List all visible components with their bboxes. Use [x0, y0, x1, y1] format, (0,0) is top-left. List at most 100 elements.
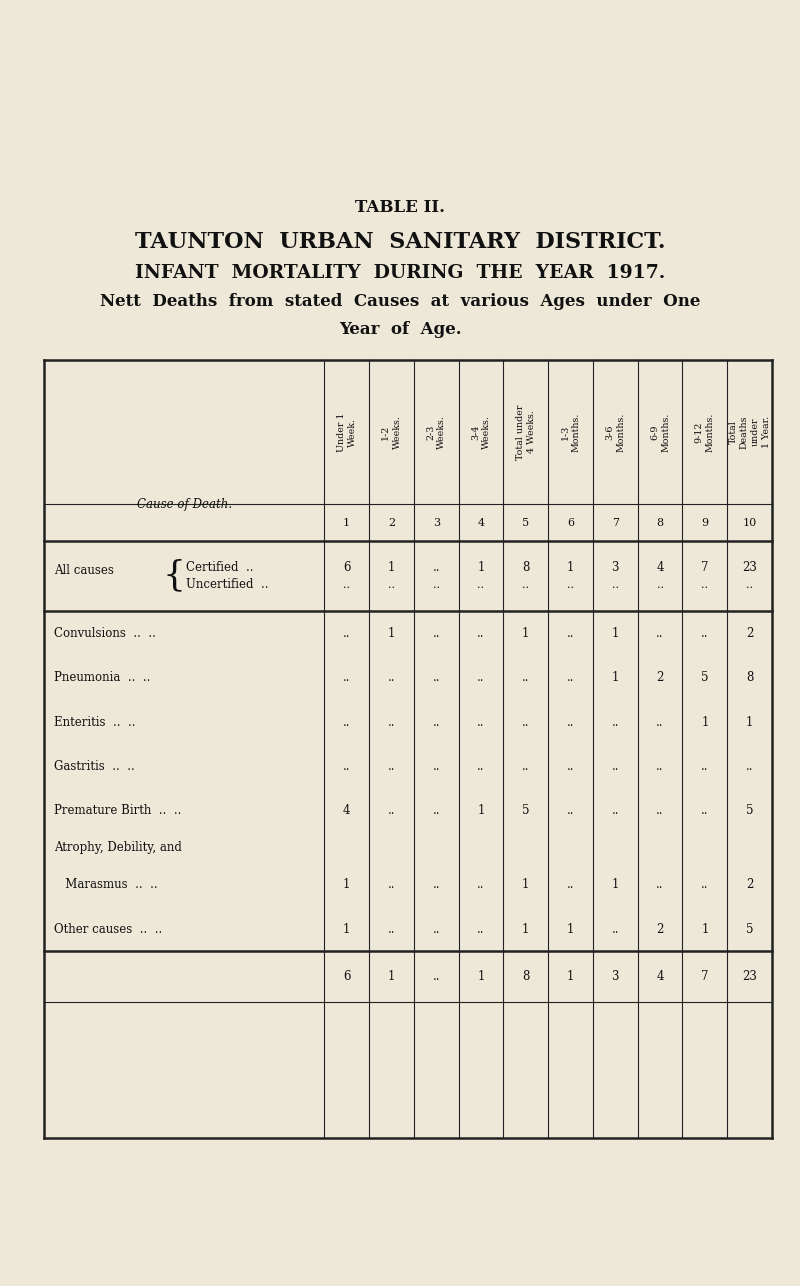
Text: 1: 1	[522, 628, 530, 640]
Text: 7: 7	[612, 518, 618, 527]
Text: ..: ..	[611, 716, 619, 729]
Text: ..: ..	[478, 716, 485, 729]
Text: ..: ..	[656, 760, 664, 773]
Text: ..: ..	[433, 716, 440, 729]
Text: ..: ..	[388, 580, 395, 590]
Text: 9: 9	[702, 518, 709, 527]
Text: ..: ..	[478, 878, 485, 891]
Text: ..: ..	[388, 923, 395, 936]
Text: 5: 5	[701, 671, 709, 684]
Text: 6: 6	[343, 562, 350, 575]
Text: ..: ..	[478, 671, 485, 684]
Text: ..: ..	[701, 760, 709, 773]
Text: INFANT  MORTALITY  DURING  THE  YEAR  1917.: INFANT MORTALITY DURING THE YEAR 1917.	[135, 264, 665, 282]
Text: 5: 5	[746, 923, 754, 936]
Text: 1: 1	[478, 562, 485, 575]
Text: ..: ..	[388, 671, 395, 684]
Text: 1: 1	[343, 878, 350, 891]
Text: ..: ..	[566, 878, 574, 891]
Text: ..: ..	[656, 805, 664, 818]
Text: 2: 2	[746, 878, 754, 891]
Text: 2: 2	[656, 671, 664, 684]
Text: {: {	[162, 558, 186, 592]
Text: Nett  Deaths  from  stated  Causes  at  various  Ages  under  One: Nett Deaths from stated Causes at variou…	[100, 293, 700, 310]
Text: 1-3
Months.: 1-3 Months.	[561, 413, 581, 451]
Text: 5: 5	[522, 805, 530, 818]
Text: 7: 7	[701, 562, 709, 575]
Text: ..: ..	[478, 923, 485, 936]
Text: 1: 1	[612, 878, 619, 891]
Text: ..: ..	[746, 580, 753, 590]
Text: 3: 3	[611, 562, 619, 575]
Text: 3: 3	[611, 970, 619, 984]
Text: 4: 4	[656, 562, 664, 575]
Text: ..: ..	[611, 805, 619, 818]
Text: Under 1
Week.: Under 1 Week.	[337, 413, 357, 451]
Text: ..: ..	[656, 628, 664, 640]
Text: ..: ..	[702, 580, 708, 590]
Text: 1: 1	[343, 923, 350, 936]
Text: TAUNTON  URBAN  SANITARY  DISTRICT.: TAUNTON URBAN SANITARY DISTRICT.	[134, 231, 666, 253]
Text: ..: ..	[343, 716, 350, 729]
Text: ..: ..	[433, 970, 440, 984]
Text: 1: 1	[612, 671, 619, 684]
Text: 1: 1	[388, 562, 395, 575]
Text: Premature Birth  ..  ..: Premature Birth .. ..	[54, 805, 181, 818]
Text: 1: 1	[701, 923, 709, 936]
Text: 1: 1	[522, 923, 530, 936]
Text: ..: ..	[701, 805, 709, 818]
Text: Cause of Death.: Cause of Death.	[137, 498, 232, 511]
Text: 2-3
Weeks.: 2-3 Weeks.	[426, 415, 446, 449]
Text: ..: ..	[433, 628, 440, 640]
Text: 1: 1	[567, 923, 574, 936]
Text: 6: 6	[343, 970, 350, 984]
Text: 5: 5	[746, 805, 754, 818]
Text: ..: ..	[478, 580, 485, 590]
Text: 1: 1	[746, 716, 754, 729]
Text: ..: ..	[343, 671, 350, 684]
Text: ..: ..	[343, 580, 350, 590]
Text: Uncertified  ..: Uncertified ..	[186, 579, 269, 592]
Text: ..: ..	[478, 760, 485, 773]
Text: ..: ..	[433, 671, 440, 684]
Text: ..: ..	[566, 760, 574, 773]
Text: ..: ..	[388, 760, 395, 773]
Text: 4: 4	[478, 518, 485, 527]
Text: Pneumonia  ..  ..: Pneumonia .. ..	[54, 671, 150, 684]
Text: ..: ..	[522, 671, 530, 684]
Text: 8: 8	[746, 671, 754, 684]
Text: 1: 1	[343, 518, 350, 527]
Text: ..: ..	[656, 878, 664, 891]
Text: 7: 7	[701, 970, 709, 984]
Text: ..: ..	[656, 716, 664, 729]
Text: ..: ..	[611, 923, 619, 936]
Text: 3-6
Months.: 3-6 Months.	[606, 413, 626, 451]
Text: Atrophy, Debility, and: Atrophy, Debility, and	[54, 841, 182, 854]
Text: 2: 2	[388, 518, 395, 527]
Text: ..: ..	[433, 923, 440, 936]
Text: 23: 23	[742, 562, 757, 575]
Text: 5: 5	[522, 518, 530, 527]
Text: ..: ..	[746, 760, 754, 773]
Text: 8: 8	[657, 518, 664, 527]
Text: Other causes  ..  ..: Other causes .. ..	[54, 923, 162, 936]
Text: 2: 2	[746, 628, 754, 640]
Text: Total
Deaths
under
1 Year.: Total Deaths under 1 Year.	[729, 415, 770, 449]
Text: ..: ..	[388, 805, 395, 818]
Text: ..: ..	[433, 562, 440, 575]
Text: ..: ..	[388, 878, 395, 891]
Text: ..: ..	[343, 628, 350, 640]
Text: All causes: All causes	[54, 563, 114, 576]
Text: Certified  ..: Certified ..	[186, 562, 254, 575]
Text: ..: ..	[433, 805, 440, 818]
Text: 1: 1	[567, 562, 574, 575]
Text: Total under
4 Weeks.: Total under 4 Weeks.	[516, 404, 536, 459]
Text: ..: ..	[566, 805, 574, 818]
Text: 2: 2	[656, 923, 664, 936]
Text: ..: ..	[566, 716, 574, 729]
Text: ..: ..	[657, 580, 663, 590]
Text: ..: ..	[522, 760, 530, 773]
Text: ..: ..	[343, 760, 350, 773]
Text: ..: ..	[433, 878, 440, 891]
Text: ..: ..	[701, 628, 709, 640]
